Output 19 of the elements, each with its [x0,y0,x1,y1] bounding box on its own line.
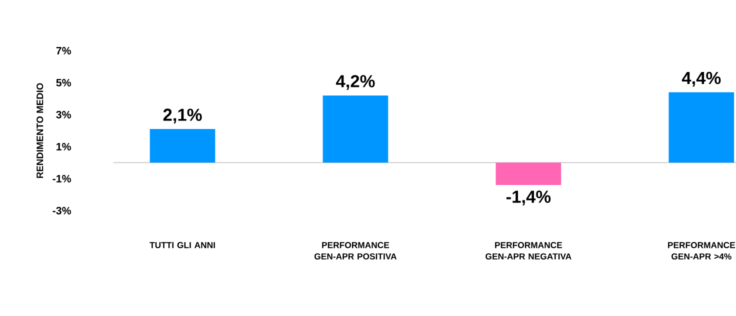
bar [668,92,734,163]
data-label: 4,4% [682,72,721,87]
y-tick-label: 5% [56,78,72,86]
y-tick-label: -3% [52,206,72,214]
data-label: -1,4% [506,190,551,206]
y-tick-label: 7% [56,46,72,54]
y-axis-title: RENDIMENTO MEDIO [36,83,44,178]
y-tick-label: -1% [52,174,72,182]
data-label: 4,2% [336,75,375,90]
bar [322,95,388,163]
data-label: 2,1% [163,108,202,124]
x-tick-label: PERFORMANCE GEN-APR >4% [668,242,735,260]
y-tick-label: 3% [56,110,72,118]
x-tick-label: TUTTI GLI ANNI [150,242,215,248]
y-tick-label: 1% [56,142,72,150]
bar [150,129,216,163]
x-tick-label: PERFORMANCE GEN-APR POSITIVA [314,242,397,260]
bar [496,162,562,186]
x-tick-label: PERFORMANCE GEN-APR NEGATIVA [486,242,572,260]
